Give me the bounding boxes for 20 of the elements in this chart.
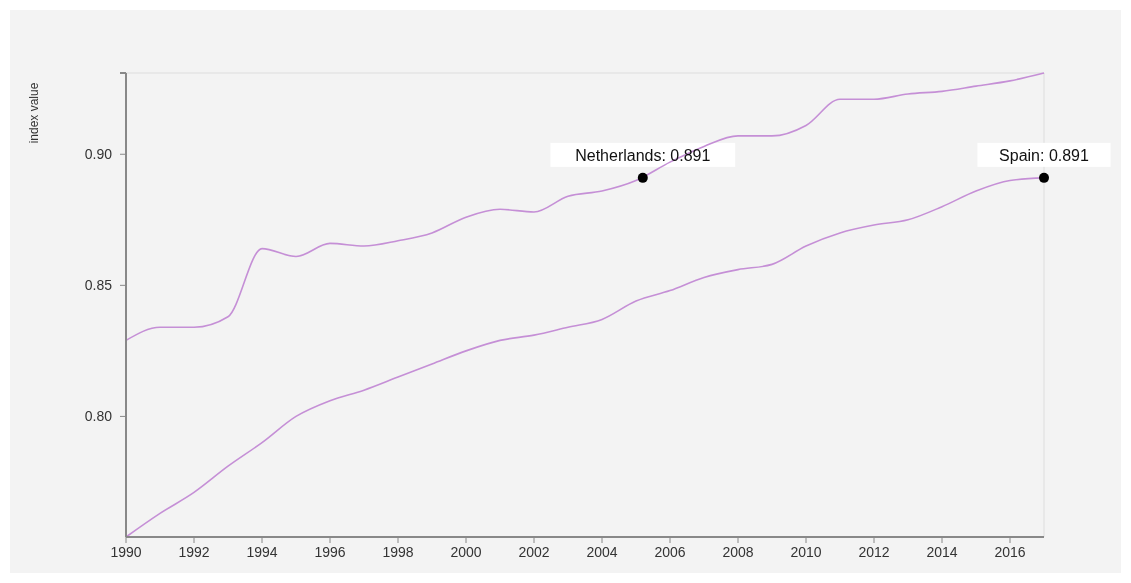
x-tick-label: 1996 bbox=[314, 544, 346, 560]
x-tick-label: 2000 bbox=[450, 544, 482, 560]
y-tick-label: 0.90 bbox=[84, 146, 113, 163]
x-tick-label: 2016 bbox=[994, 544, 1026, 560]
x-tick-label: 2006 bbox=[654, 544, 686, 560]
x-tick-label: 2012 bbox=[858, 544, 890, 560]
x-tick-label: 1990 bbox=[110, 544, 142, 560]
x-tick-label: 2002 bbox=[518, 544, 550, 560]
y-axis-title: index value bbox=[27, 82, 41, 144]
x-tick-label: 2004 bbox=[586, 544, 618, 560]
x-tick-label: 1992 bbox=[178, 544, 210, 560]
y-tick-label: 0.80 bbox=[84, 408, 113, 425]
x-tick-label: 1998 bbox=[382, 544, 414, 560]
x-tick-label: 2014 bbox=[926, 544, 958, 560]
x-tick-label: 1994 bbox=[246, 544, 278, 560]
annotation: Netherlands: 0.891 bbox=[575, 146, 711, 164]
x-tick-label: 2008 bbox=[722, 544, 754, 560]
x-tick-label: 2010 bbox=[790, 544, 822, 560]
y-tick-label: 0.85 bbox=[84, 277, 113, 294]
annotation: Spain: 0.891 bbox=[999, 146, 1090, 164]
